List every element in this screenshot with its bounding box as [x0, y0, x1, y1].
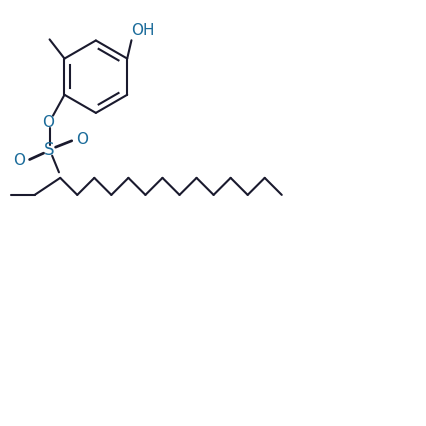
Text: O: O	[13, 153, 25, 168]
Text: O: O	[76, 132, 88, 147]
Text: OH: OH	[131, 23, 155, 38]
Text: O: O	[42, 115, 54, 130]
Text: S: S	[44, 141, 55, 159]
